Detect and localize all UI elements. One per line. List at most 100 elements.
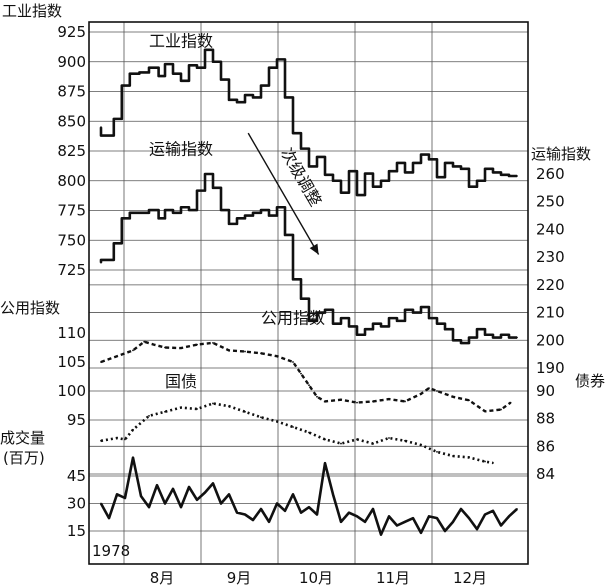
- data-point: [452, 328, 454, 331]
- data-point: [452, 162, 454, 164]
- data-point: [500, 336, 502, 339]
- data-point: [260, 211, 262, 214]
- data-point: [132, 456, 134, 459]
- data-point: [380, 185, 382, 188]
- data-point: [188, 206, 190, 209]
- data-point: [244, 513, 246, 516]
- data-point: [268, 84, 270, 87]
- data-point: [404, 162, 406, 164]
- series-label: 国债: [165, 372, 197, 391]
- data-point: [484, 410, 486, 413]
- data-point: [172, 63, 174, 66]
- data-point: [508, 173, 510, 176]
- volume-tick-label: 45: [67, 467, 86, 485]
- data-point: [244, 101, 246, 104]
- industrial-axis-title: 工业指数: [2, 2, 62, 20]
- data-point: [412, 171, 414, 174]
- data-point: [268, 209, 270, 211]
- data-point: [508, 333, 510, 336]
- bond-tick-label: 86: [536, 437, 555, 455]
- data-point: [484, 460, 486, 463]
- data-point: [292, 234, 294, 236]
- data-point: [516, 336, 518, 339]
- data-point: [396, 524, 398, 527]
- series-line: [99, 456, 518, 536]
- data-point: [420, 162, 422, 164]
- data-point: [348, 511, 350, 514]
- data-point: [164, 75, 166, 77]
- data-point: [452, 520, 454, 523]
- data-point: [332, 308, 334, 311]
- data-point: [420, 531, 422, 534]
- data-point: [260, 96, 262, 99]
- data-point: [388, 437, 390, 439]
- plot-frame: [88, 21, 529, 565]
- bond-axis-title: 债券: [575, 372, 605, 390]
- data-point: [172, 209, 174, 211]
- bond-tick-label: 90: [536, 382, 555, 400]
- data-point: [436, 517, 438, 520]
- series-label: 公用指数: [261, 309, 325, 328]
- data-point: [276, 502, 278, 505]
- data-point: [276, 66, 278, 69]
- data-point: [388, 515, 390, 518]
- data-point: [380, 533, 382, 536]
- transport-tick-label: 220: [536, 276, 565, 294]
- data-point: [212, 482, 214, 485]
- data-point: [228, 493, 230, 496]
- data-point: [100, 261, 102, 264]
- utility-axis-title: 公用指数: [0, 299, 60, 317]
- industrial-tick-label: 775: [57, 202, 86, 220]
- data-point: [468, 456, 470, 459]
- series-0: 工业指数: [99, 31, 518, 197]
- utility-tick-label: 105: [57, 353, 86, 371]
- data-point: [372, 172, 374, 175]
- industrial-tick-label: 725: [57, 261, 86, 279]
- data-point: [492, 509, 494, 512]
- data-point: [436, 450, 438, 453]
- data-point: [138, 211, 141, 214]
- volume-tick-label: 30: [67, 495, 86, 513]
- data-point: [372, 400, 374, 403]
- data-point: [356, 515, 358, 518]
- data-point: [308, 384, 310, 387]
- data-point: [128, 217, 131, 220]
- data-point: [324, 438, 326, 441]
- data-point: [292, 96, 294, 99]
- data-point: [372, 508, 374, 510]
- series-line: [99, 48, 517, 197]
- data-point: [108, 517, 110, 520]
- data-point: [316, 395, 318, 398]
- data-point: [180, 506, 182, 509]
- transport-tick-label: 250: [536, 193, 565, 211]
- data-point: [236, 511, 238, 514]
- data-point: [484, 179, 486, 182]
- data-point: [452, 395, 454, 398]
- data-point: [236, 222, 238, 225]
- data-point: [492, 333, 494, 336]
- data-point: [340, 322, 342, 325]
- title-layer: 工业指数 公用指数 成交量 (百万) 运输指数 债券 1978: [0, 2, 605, 560]
- data-point: [188, 79, 190, 82]
- data-point: [396, 317, 398, 320]
- data-point: [157, 66, 160, 69]
- data-point: [428, 387, 430, 389]
- data-point: [228, 405, 230, 408]
- data-point: [132, 349, 134, 352]
- data-point: [212, 173, 214, 175]
- data-point: [364, 194, 366, 196]
- data-point: [112, 134, 115, 137]
- data-point: [100, 439, 102, 442]
- data-point: [444, 176, 446, 179]
- data-point: [120, 242, 123, 245]
- data-point: [148, 506, 150, 509]
- data-point: [164, 217, 166, 220]
- data-point: [460, 339, 462, 342]
- data-point: [276, 420, 278, 423]
- data-point: [164, 346, 166, 349]
- data-point: [468, 342, 470, 344]
- data-point: [308, 506, 310, 509]
- data-point: [143, 340, 146, 343]
- data-point: [204, 189, 206, 192]
